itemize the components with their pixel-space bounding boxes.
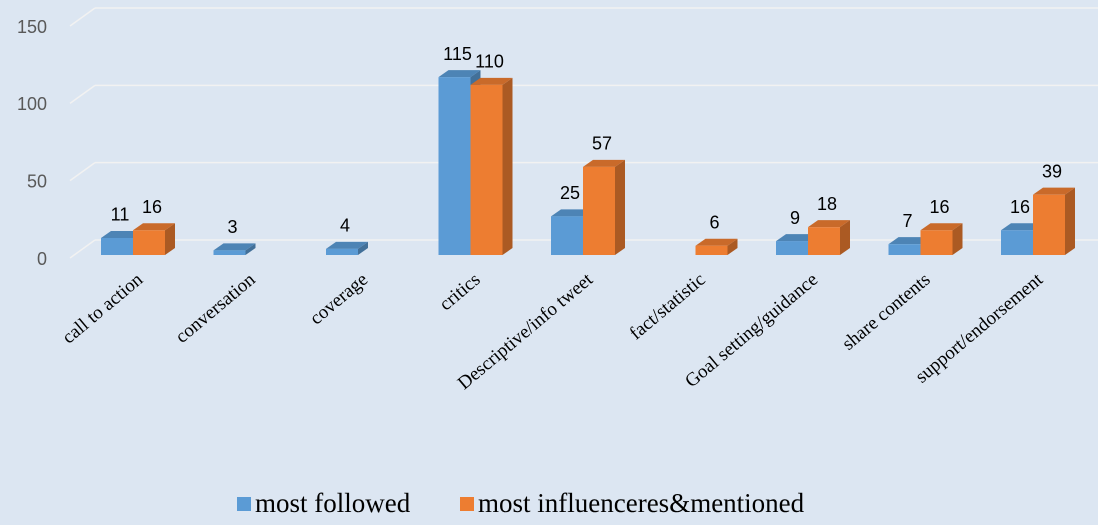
legend-label: most influenceres&mentioned — [478, 488, 805, 518]
bar-top — [1001, 223, 1043, 231]
bar — [551, 216, 583, 255]
bar-side — [1065, 187, 1075, 255]
bar — [1001, 230, 1033, 255]
x-tick-label: share contents — [838, 269, 934, 355]
grid-line — [69, 84, 96, 104]
bar — [213, 250, 246, 255]
bar-top — [133, 223, 175, 231]
y-tick-label: 150 — [17, 17, 47, 37]
bar — [808, 227, 840, 255]
data-label: 110 — [475, 52, 504, 72]
bar — [101, 237, 133, 255]
y-tick-label: 100 — [17, 94, 47, 114]
bar-top — [326, 241, 368, 249]
bar — [438, 77, 471, 255]
bar-top — [438, 70, 481, 78]
x-tick-label: coverage — [306, 269, 372, 329]
grid-line — [69, 7, 96, 27]
x-tick-label: critics — [435, 269, 484, 315]
bar-side — [245, 243, 256, 255]
bar-side — [727, 238, 738, 255]
bar — [326, 248, 358, 255]
data-label: 3 — [227, 217, 237, 237]
x-tick-label: fact/statistic — [626, 269, 710, 344]
bar — [776, 241, 808, 255]
bar-side — [358, 241, 368, 255]
data-label: 115 — [443, 44, 472, 64]
bar-side — [615, 159, 625, 255]
bar-top — [888, 237, 931, 245]
legend-label: most followed — [255, 488, 411, 518]
data-label: 6 — [709, 212, 719, 232]
bar-top — [470, 77, 513, 85]
bar — [470, 84, 503, 255]
y-tick-label: 50 — [27, 171, 47, 191]
data-label: 9 — [790, 208, 800, 228]
bar-top — [776, 234, 818, 242]
bar — [133, 230, 165, 255]
bar-side — [952, 223, 963, 255]
legend-swatch — [460, 497, 474, 511]
bar-top — [213, 243, 256, 251]
bar-top — [920, 223, 963, 231]
bar-top — [101, 230, 143, 238]
bar — [888, 244, 921, 255]
data-label: 4 — [340, 216, 350, 236]
legend-swatch — [237, 497, 251, 511]
y-tick-label: 0 — [37, 249, 47, 269]
grid-line — [69, 239, 96, 259]
data-label: 16 — [1010, 197, 1030, 217]
data-label: 57 — [592, 134, 612, 154]
x-tick-label: call to action — [58, 269, 147, 348]
bar-side — [502, 77, 513, 255]
data-label: 18 — [817, 194, 837, 214]
grid-line — [69, 162, 96, 182]
bar-side — [840, 220, 850, 255]
bar — [920, 230, 953, 255]
bar — [695, 245, 728, 255]
bar-top — [1033, 187, 1075, 195]
data-label: 16 — [929, 197, 949, 217]
bar-top — [583, 159, 625, 167]
bar-top — [808, 220, 850, 228]
data-label: 7 — [902, 211, 912, 231]
data-label: 16 — [142, 197, 162, 217]
data-label: 11 — [111, 205, 130, 225]
x-tick-label: conversation — [172, 269, 260, 348]
bar — [1033, 194, 1065, 255]
bar — [583, 166, 615, 255]
data-label: 25 — [560, 183, 580, 203]
data-label: 39 — [1042, 161, 1062, 181]
bar-top — [551, 209, 593, 217]
bar-top — [695, 238, 738, 246]
bar-side — [165, 223, 175, 255]
